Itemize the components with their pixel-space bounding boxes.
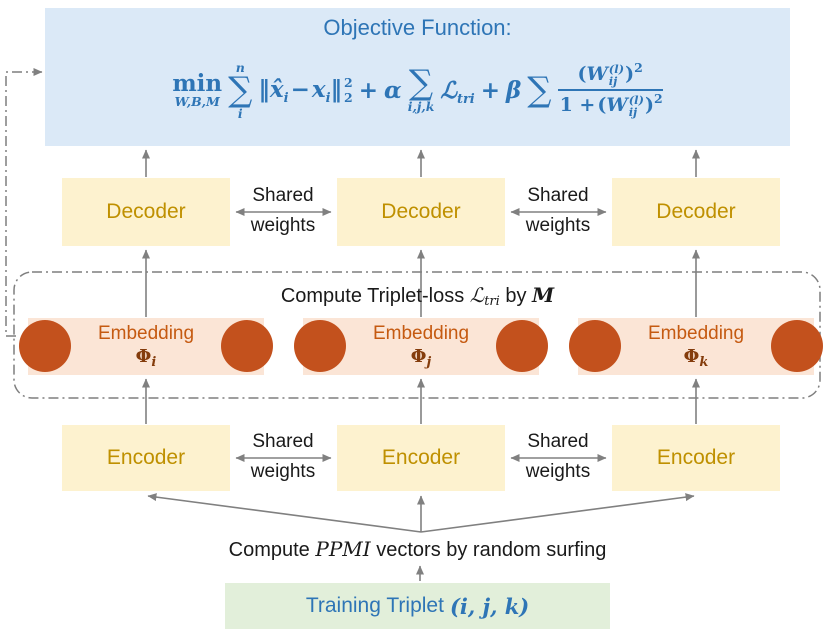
embedding-label-1: Embedding [97,323,195,344]
node-circle-icon [294,320,346,372]
decoder-box-3: Decoder [612,178,780,246]
arrow-ppmi-to-encoder1 [147,493,422,533]
shared-weights-label-encoder-left-2: weights [250,461,316,482]
shared-weights-label-encoder-right-1: Shared [527,431,589,452]
embedding-phi-2: Φj [410,346,432,370]
formula-regularizer-fraction: ( W (l) ij ) 2 1 + ( W (l) ij ) 2 [557,59,663,120]
embedding-label-2: Embedding [372,323,470,344]
similarity-matrix-symbol: M [532,283,555,307]
node-circle-icon [221,320,273,372]
fraction-numerator: ( W (l) ij ) 2 [577,59,643,88]
ppmi-note: Compute PPMI vectors by random surfing [228,537,607,561]
node-circle-icon [569,320,621,372]
formula-beta: β [506,77,522,104]
arrow-ppmi-to-encoder3 [420,493,695,533]
embedding-group-3: Embedding Φk [569,318,823,375]
fraction-bar [557,89,663,91]
node-circle-icon [496,320,548,372]
norm-sup-sub: 2 2 [344,75,353,105]
formula-alpha: α [384,77,402,104]
training-triplet-args: (i, j, k) [449,593,530,619]
formula-sum-triplet: ∑ i,j,k [407,63,435,114]
encoder-box-2: Encoder [337,425,505,491]
embedding-group-1: Embedding Φi [19,318,273,375]
objective-function-box: Objective Function: min W,B,M n ∑ i ‖ x̂… [45,8,790,146]
formula-min-operator: min W,B,M [172,70,223,110]
node-circle-icon [19,320,71,372]
formula-sum-regularizer: ∑ [527,70,552,111]
shared-weights-label-decoder-left-2: weights [250,215,316,236]
feedback-dashdot-arrow [5,68,43,337]
embedding-label-3: Embedding [647,323,745,344]
decoder-box-2: Decoder [337,178,505,246]
formula-sum-reconstruction: n ∑ i [228,59,253,121]
triplet-loss-symbol: ℒtri [469,283,500,309]
shared-weights-label-decoder-right-2: weights [525,215,591,236]
formula-plus-1: + [358,77,379,104]
embedding-phi-1: Φi [135,346,157,370]
shared-weights-label-decoder-left-1: Shared [252,185,314,206]
shared-weights-label-encoder-right-2: weights [525,461,591,482]
training-triplet-label: Training Triplet [305,594,444,617]
ppmi-symbol: PPMI [315,537,371,561]
node-circle-icon [771,320,823,372]
triplet-loss-note: Compute Triplet-loss ℒtri by M [280,283,555,309]
training-triplet-box: Training Triplet (i, j, k) [225,583,610,629]
embedding-phi-3: Φk [683,346,709,370]
formula-plus-2: + [480,77,501,104]
encoder-box-1: Encoder [62,425,230,491]
encoder-box-3: Encoder [612,425,780,491]
shared-weights-label-decoder-right-1: Shared [527,185,589,206]
embedding-group-2: Embedding Φj [294,318,548,375]
shared-weights-label-encoder-left-1: Shared [252,431,314,452]
objective-title: Objective Function: [323,15,512,40]
fraction-denominator: 1 + ( W (l) ij ) 2 [559,91,663,120]
decoder-box-1: Decoder [62,178,230,246]
